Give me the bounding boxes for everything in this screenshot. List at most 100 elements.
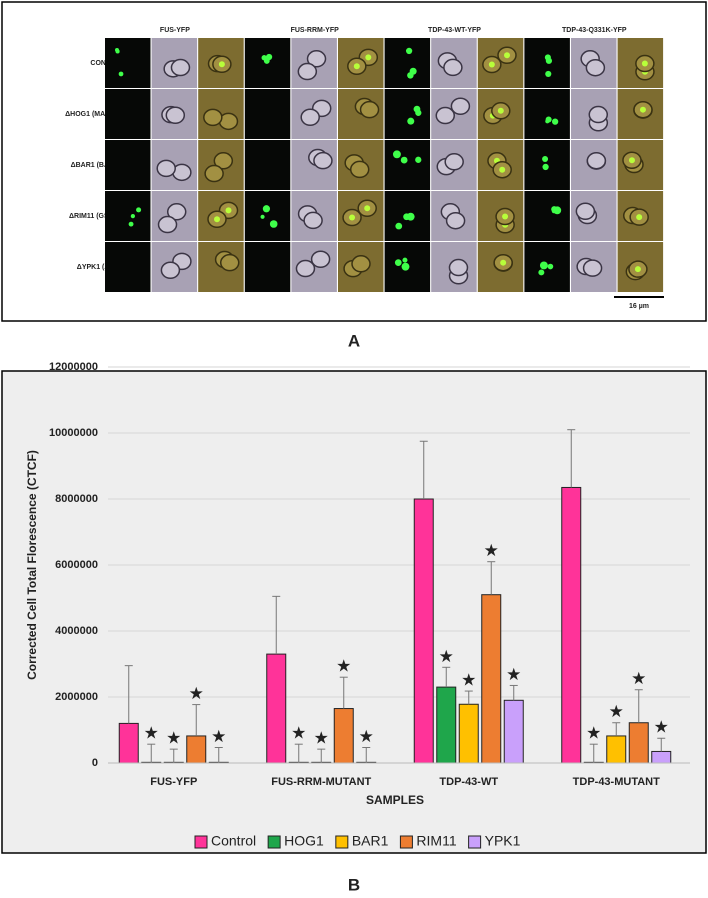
cell — [448, 258, 469, 277]
micrograph-tile — [524, 191, 570, 241]
micrograph-tile — [244, 191, 291, 241]
y-tick-label: 4000000 — [55, 625, 98, 637]
fluorescent-spot — [415, 156, 422, 163]
cell — [588, 105, 609, 124]
fluorescent-spot — [538, 269, 545, 276]
y-axis-title: Corrected Cell Total Florescence (CTCF) — [25, 450, 39, 680]
bar — [458, 703, 479, 764]
significance-star: ★ — [439, 647, 454, 666]
legend-swatch — [468, 835, 482, 849]
fluorescent-spot — [552, 118, 559, 125]
bar — [266, 653, 287, 764]
fluorescent-spot — [269, 220, 278, 228]
significance-star: ★ — [211, 727, 226, 746]
cell — [213, 152, 234, 170]
legend-swatch — [335, 835, 349, 849]
fluorescent-spot — [547, 263, 554, 270]
cell — [444, 153, 464, 171]
fluorescent-spot — [504, 52, 511, 59]
micrograph-tile — [105, 242, 151, 292]
fluorescent-spot — [634, 266, 641, 273]
column-header: FUS-YFP — [160, 27, 190, 34]
legend-label: RIM11 — [416, 833, 456, 849]
cell — [157, 215, 178, 234]
legend-label: Control — [211, 833, 256, 849]
significance-star: ★ — [144, 724, 159, 743]
cell — [450, 97, 471, 115]
bar — [628, 722, 649, 764]
fluorescent-spot — [639, 106, 646, 113]
fluorescent-spot — [115, 49, 120, 54]
panel-label: B — [348, 875, 360, 894]
cell — [435, 106, 456, 125]
fluorescent-spot — [118, 71, 124, 77]
significance-star: ★ — [484, 541, 499, 560]
fluorescent-spot — [262, 205, 271, 213]
cell — [351, 255, 371, 273]
fluorescent-spot — [545, 119, 550, 124]
cell — [295, 259, 316, 278]
bar — [436, 686, 457, 764]
bar — [333, 708, 354, 764]
fluorescent-spot — [128, 221, 134, 227]
significance-star: ★ — [586, 724, 601, 743]
fluorescent-spot — [260, 214, 265, 219]
micrograph-tile — [244, 140, 291, 190]
cell — [300, 108, 320, 126]
bar — [561, 486, 582, 764]
x-tick-label: TDP-43-MUTANT — [573, 776, 660, 788]
legend-label: HOG1 — [284, 833, 324, 849]
cell — [349, 160, 370, 179]
cell — [204, 164, 224, 183]
significance-star: ★ — [631, 669, 646, 688]
cell — [310, 250, 331, 268]
micrograph-tile — [524, 89, 570, 139]
cell — [297, 62, 318, 81]
fluorescent-spot — [636, 214, 643, 221]
fluorescent-spot — [218, 61, 225, 68]
micrograph-tile — [244, 89, 291, 139]
significance-star: ★ — [189, 684, 204, 703]
fluorescent-spot — [349, 214, 356, 221]
fluorescent-spot — [543, 165, 548, 170]
cell — [203, 108, 223, 127]
fluorescent-spot — [500, 259, 507, 266]
bar — [413, 498, 434, 764]
fluorescent-spot — [401, 262, 410, 271]
cell — [165, 106, 186, 124]
cell — [443, 58, 463, 77]
fluorescent-spot — [353, 63, 360, 70]
cell — [303, 211, 323, 230]
y-tick-label: 10000000 — [49, 427, 98, 439]
significance-star: ★ — [359, 727, 374, 746]
y-tick-label: 0 — [92, 757, 98, 769]
fluorescent-spot — [407, 117, 415, 125]
fluorescent-spot — [545, 57, 553, 64]
x-axis-title: SAMPLES — [366, 793, 424, 807]
fluorescent-spot — [392, 150, 401, 159]
fluorescent-spot — [406, 212, 415, 221]
fluorescent-spot — [545, 70, 552, 77]
fluorescent-spot — [225, 207, 232, 214]
cell — [219, 253, 240, 272]
row-label: ΔYPK1 (AKT1) — [77, 264, 125, 271]
fluorescent-spot — [395, 222, 403, 230]
cell — [156, 159, 176, 178]
fluorescent-spot — [413, 105, 421, 113]
micrograph-tile — [105, 89, 151, 139]
fluorescent-spot — [502, 213, 509, 220]
panel-label: A — [348, 331, 360, 350]
significance-star: ★ — [291, 724, 306, 743]
cell — [359, 100, 380, 119]
row-label: ΔBAR1 (BACE2) — [71, 162, 125, 169]
cell — [306, 50, 327, 68]
micrograph-tile — [244, 242, 291, 292]
y-tick-label: 8000000 — [55, 493, 98, 505]
row-label: ΔHOG1 (MAPK14) — [65, 111, 125, 118]
significance-star: ★ — [609, 702, 624, 721]
fluorescent-spot — [394, 259, 402, 267]
y-tick-label: 2000000 — [55, 691, 98, 703]
fluorescent-spot — [497, 107, 504, 114]
cell — [582, 259, 603, 277]
